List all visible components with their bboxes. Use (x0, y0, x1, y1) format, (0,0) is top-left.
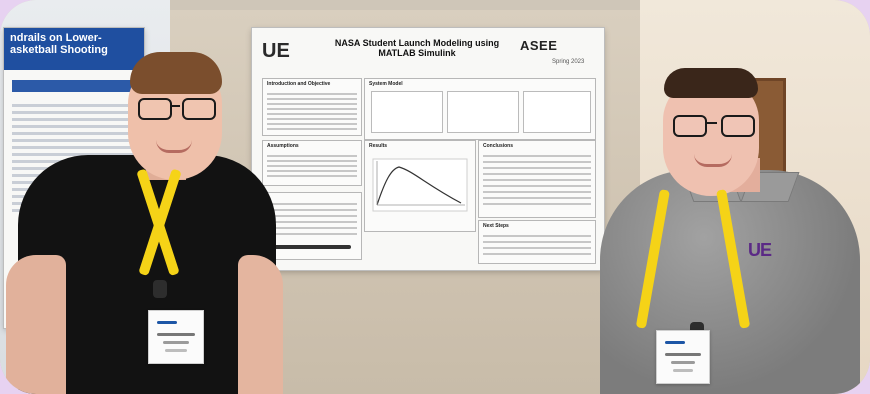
poster-box-next-steps-title: Next Steps (483, 223, 509, 229)
poster-left-title-line-1: ndrails on Lower- (10, 32, 102, 44)
person-left (0, 0, 330, 394)
poster-results-plot (372, 158, 468, 212)
asee-subtitle: Spring 2023 (552, 59, 585, 65)
poster-title-line-1: NASA Student Launch Modeling using (334, 38, 500, 48)
right-person-smile (694, 154, 732, 167)
poster-box-conclusions: Conclusions (478, 140, 596, 218)
poster-left-section-header (12, 80, 136, 92)
poster-box-intro-title: Introduction and Objective (267, 81, 331, 87)
asee-logo: ASEE (520, 38, 600, 58)
poster-main: UE NASA Student Launch Modeling using MA… (252, 28, 604, 270)
poster-box-assumptions-title: Assumptions (267, 143, 299, 149)
left-person-badge (148, 310, 204, 364)
right-person-glasses (673, 115, 755, 137)
poster-box-table (262, 192, 362, 260)
left-person-arm-left (6, 255, 66, 394)
poster-box-system-model: System Model (364, 78, 596, 140)
poster-title-line-2: MATLAB Simulink (378, 48, 456, 58)
poster-box-system-model-title: System Model (369, 81, 403, 87)
poster-left-title-bar: ndrails on Lower- asketball Shooting (4, 28, 144, 70)
poster-box-assumptions: Assumptions (262, 140, 362, 186)
right-person-badge (656, 330, 710, 384)
poster-box-results: Results (364, 140, 476, 232)
right-person-shirt-logo-text: UE (748, 240, 772, 260)
poster-box-intro: Introduction and Objective (262, 78, 362, 136)
poster-box-conclusions-title: Conclusions (483, 143, 514, 149)
right-person-shirt-logo: UE (748, 240, 792, 264)
left-person-hair (130, 52, 222, 94)
poster-box-results-title: Results (369, 143, 388, 149)
left-person-smile (156, 140, 192, 153)
person-right: UE (560, 0, 870, 394)
right-person-hair (664, 68, 758, 98)
asee-logo-text: ASEE (520, 38, 558, 53)
poster-left-title-line-2: asketball Shooting (10, 44, 108, 56)
poster-box-next-steps: Next Steps (478, 220, 596, 264)
left-person-lanyard (136, 168, 184, 316)
left-person-arm-right (238, 255, 283, 394)
left-person-glasses (138, 98, 216, 120)
poster-logo-ue: UE (262, 40, 290, 62)
poster-title: NASA Student Launch Modeling using MATLA… (312, 38, 522, 58)
